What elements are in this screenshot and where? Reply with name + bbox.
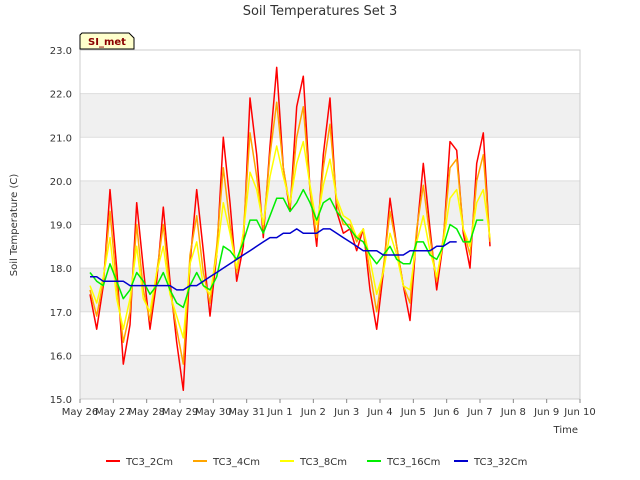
x-tick-label: May 27 xyxy=(95,407,132,418)
y-axis-ticks: 15.0 16.0 17.0 18.0 19.0 20.0 21.0 22.0 23.0 xyxy=(50,46,72,406)
legend-item-tc3_32cm: TC3_32Cm xyxy=(454,457,527,468)
plot-border xyxy=(79,49,581,400)
x-axis-label: Time xyxy=(553,425,578,436)
legend-item-tc3_16cm: TC3_16Cm xyxy=(367,457,440,468)
x-tick-label: Jun 7 xyxy=(466,407,492,418)
x-tick-label: Jun 1 xyxy=(266,407,292,418)
y-tick-label: 22.0 xyxy=(50,90,72,101)
legend: TC3_2Cm TC3_4Cm TC3_8Cm TC3_16Cm TC3_32Cm xyxy=(106,457,527,468)
badge-label: SI_met xyxy=(88,37,126,48)
x-tick-label: Jun 6 xyxy=(433,407,459,418)
badge-box xyxy=(79,32,135,50)
y-tick-label: 16.0 xyxy=(50,351,72,362)
x-tick-label: Jun 4 xyxy=(366,407,392,418)
x-tick-label: Jun 2 xyxy=(300,407,326,418)
x-tick-label: May 29 xyxy=(162,407,199,418)
y-tick-label: 20.0 xyxy=(50,177,72,188)
legend-item-tc3_2cm: TC3_2Cm xyxy=(106,457,173,468)
x-tick-label: May 28 xyxy=(128,407,165,418)
legend-item-tc3_8cm: TC3_8Cm xyxy=(280,457,347,468)
legend-label: TC3_16Cm xyxy=(386,457,440,468)
x-tick-label: Jun 9 xyxy=(533,407,559,418)
legend-label: TC3_32Cm xyxy=(473,457,527,468)
legend-label: TC3_8Cm xyxy=(299,457,347,468)
chart-title: Soil Temperatures Set 3 xyxy=(243,4,398,19)
legend-label: TC3_4Cm xyxy=(212,457,260,468)
legend-label: TC3_2Cm xyxy=(125,457,173,468)
x-tick-label: Jun 10 xyxy=(563,407,596,418)
x-tick-label: Jun 8 xyxy=(500,407,526,418)
y-tick-label: 23.0 xyxy=(50,46,72,57)
y-tick-label: 21.0 xyxy=(50,133,72,144)
grid-band xyxy=(80,268,580,312)
x-tick-label: May 26 xyxy=(62,407,99,418)
plot-frame xyxy=(79,49,581,400)
series-lines xyxy=(89,66,491,392)
y-tick-label: 19.0 xyxy=(50,221,72,232)
x-tick-label: Jun 3 xyxy=(333,407,359,418)
y-tick-label: 17.0 xyxy=(50,308,72,319)
y-tick-label: 18.0 xyxy=(50,264,72,275)
x-tick-label: May 31 xyxy=(228,407,265,418)
legend-item-tc3_4cm: TC3_4Cm xyxy=(193,457,260,468)
grid-band xyxy=(80,355,580,399)
y-axis-label: Soil Temperature (C) xyxy=(9,174,20,277)
station-badge: SI_met xyxy=(79,32,135,50)
x-tick-label: Jun 5 xyxy=(400,407,426,418)
x-tick-label: May 30 xyxy=(195,407,232,418)
grid-band xyxy=(80,180,580,225)
series-line-tc3_8cm xyxy=(89,140,491,339)
series-line-tc3_32cm xyxy=(90,228,457,291)
series-line-tc3_16cm xyxy=(89,188,484,309)
y-tick-label: 15.0 xyxy=(50,395,72,406)
